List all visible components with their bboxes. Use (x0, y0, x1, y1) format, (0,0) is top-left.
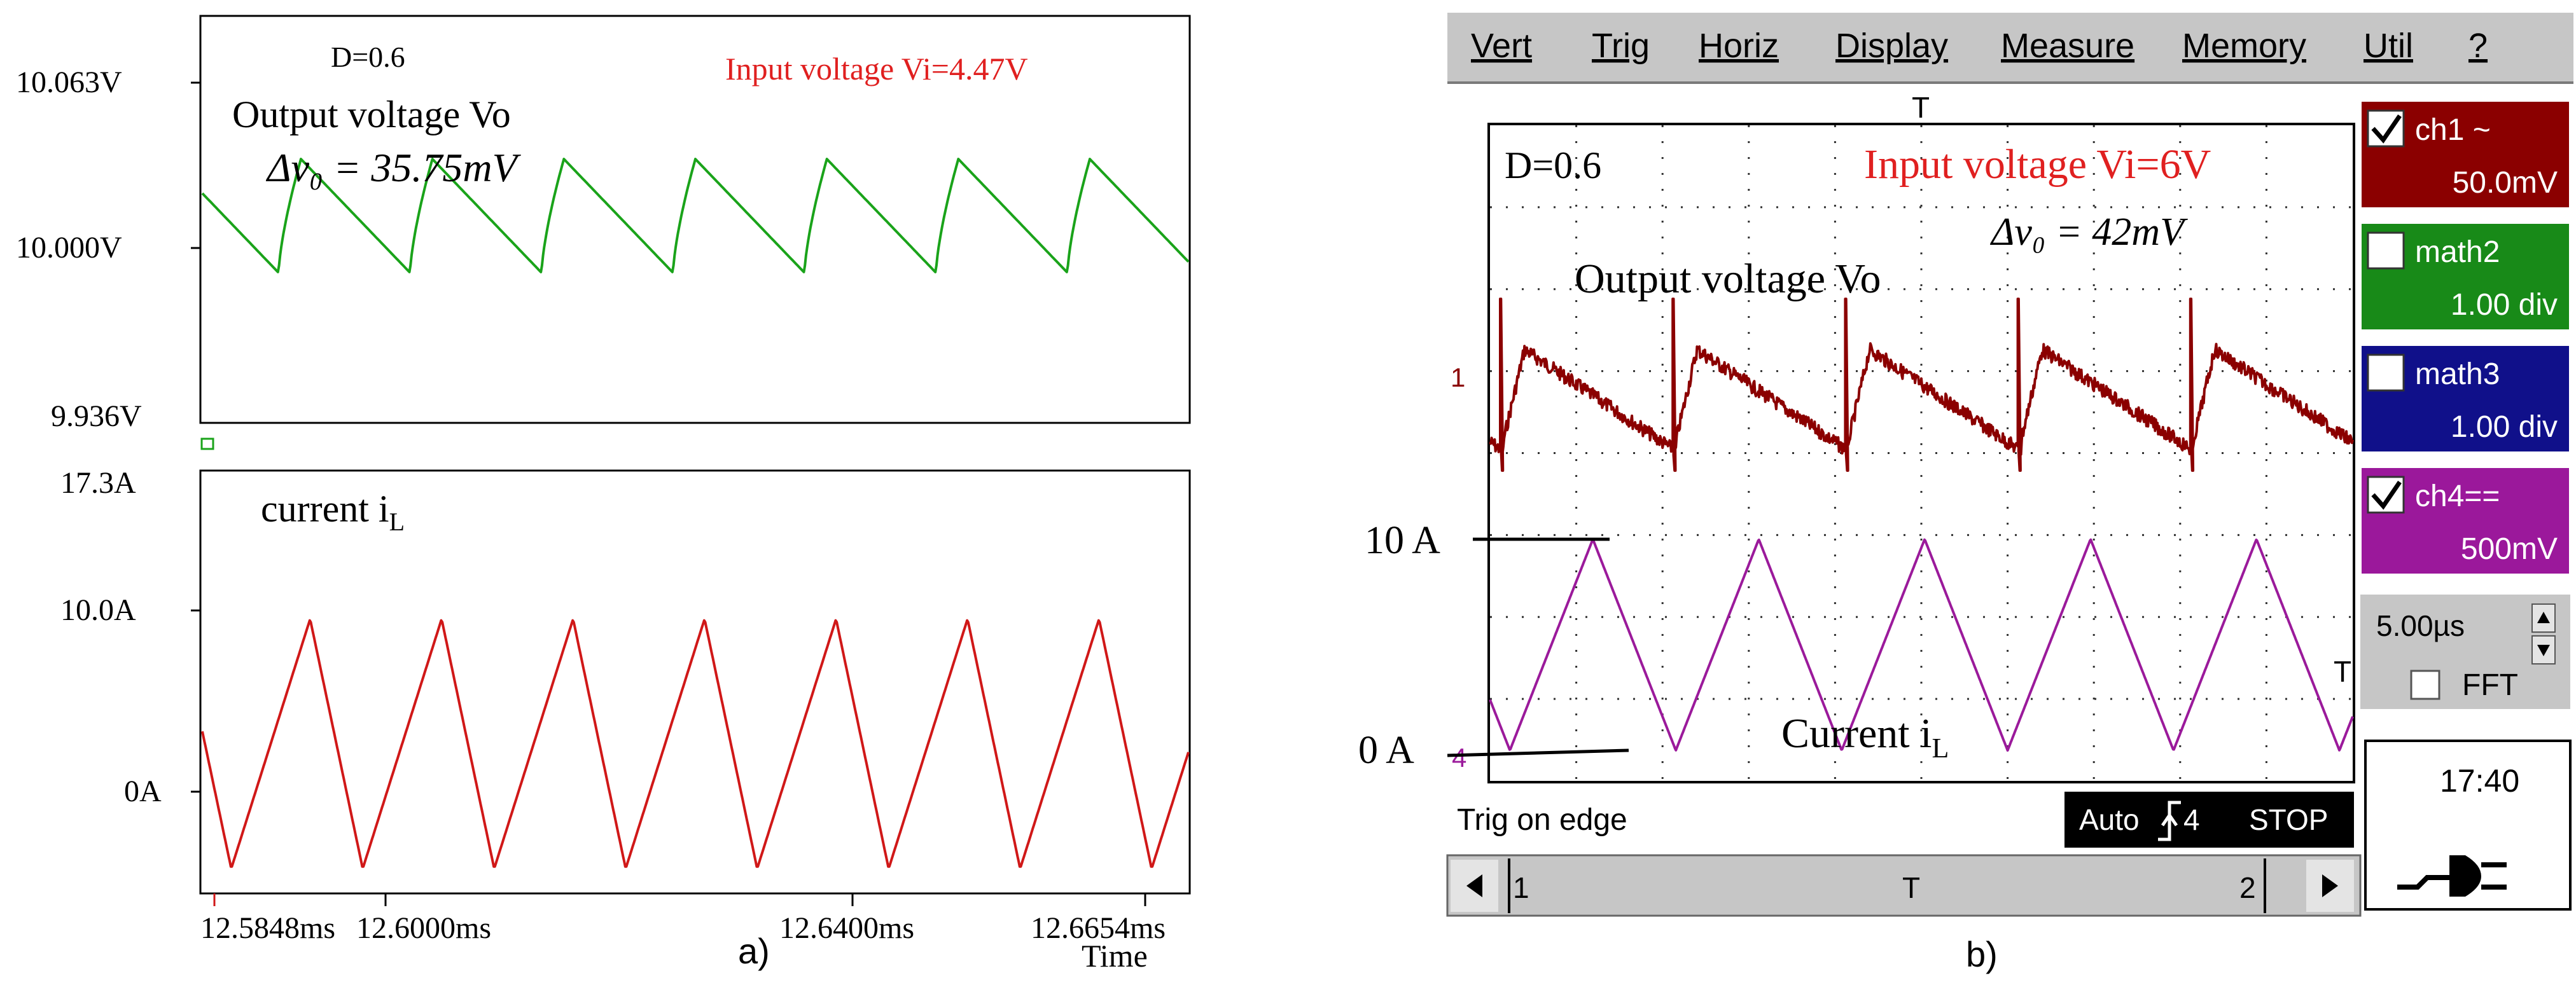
duty-label: D=0.6 (331, 41, 405, 73)
channel-button-math3[interactable]: math3 1.00 div (2359, 343, 2572, 454)
top-plot-frame (199, 15, 1191, 424)
menu-item-help[interactable]: ? (2468, 27, 2488, 65)
menu-item-measure[interactable]: Measure (2001, 27, 2134, 65)
scroll-marker-trigger: T (1902, 871, 1920, 904)
menu-item-util[interactable]: Util (2364, 27, 2413, 65)
arrow-right-icon (2322, 874, 2338, 897)
output-voltage-label: Output voltage Vo (1575, 256, 1881, 302)
x-tick-label: 12.6400ms (779, 911, 914, 945)
menu-bar (1447, 13, 2573, 83)
channel-button-ch1[interactable]: ch1 ~ 50.0mV (2359, 99, 2572, 210)
panel-caption: a) (738, 931, 770, 971)
cursor-marker (200, 437, 214, 450)
channel-name: ch1 ~ (2415, 113, 2491, 147)
scope-grid (1490, 125, 2353, 781)
y-tick-label: 10.0A (60, 593, 136, 627)
channel-checkbox[interactable] (2367, 354, 2405, 392)
trigger-position-marker: T (1912, 91, 1930, 124)
output-voltage-trace (1489, 298, 2354, 472)
clock-display: 17:40 (2440, 763, 2519, 799)
delta-vo-label: Δv₀ = 42mV (1989, 210, 2188, 254)
channel-name: ch4== (2415, 479, 2500, 513)
channel-scale: 50.0mV (2453, 166, 2558, 200)
channel-button-math2[interactable]: math2 1.00 div (2359, 221, 2572, 332)
x-tick-label: 12.6000ms (356, 911, 491, 945)
channel-button-ch4[interactable]: ch4== 500mV (2359, 465, 2572, 576)
horizontal-scrollbar[interactable] (1446, 854, 2362, 917)
power-plug-icon (2397, 855, 2507, 897)
y-tick-label: 10.063V (16, 65, 122, 99)
channel-panel: ch1 ~ 50.0mV math2 1.00 div math3 1.00 div ch4… (2359, 99, 2572, 576)
annotation-0a: 0 A (1358, 729, 1414, 772)
x-axis-label: Time (1082, 938, 1148, 974)
fft-checkbox[interactable] (2410, 670, 2440, 700)
bottom-plot-frame (199, 469, 1191, 895)
checkmark-icon (2371, 114, 2402, 144)
channel-checkbox[interactable] (2367, 231, 2405, 270)
arrow-up-icon (2537, 612, 2550, 623)
inductor-current-trace (201, 619, 1190, 868)
output-voltage-trace (201, 158, 1190, 273)
panel-b: Vert Trig Horiz Display Measure Memory U… (1358, 13, 2573, 974)
trigger-edge-icon (2158, 801, 2181, 841)
channel-scale: 1.00 div (2451, 288, 2558, 322)
annotation-0a-line (1447, 748, 1629, 757)
right-trigger-marker: T (2334, 655, 2351, 688)
status-stop: STOP (2249, 803, 2328, 836)
input-voltage-label: Input voltage Vi=4.47V (725, 51, 1028, 86)
fft-label: FFT (2462, 668, 2518, 702)
channel-scale: 500mV (2461, 532, 2558, 566)
x-tick-label: 12.5848ms (200, 911, 335, 945)
ch4-level-marker: 4 (1452, 743, 1466, 773)
timebase-value[interactable]: 5.00µs (2376, 609, 2465, 642)
y-tick-label: 0A (124, 775, 162, 808)
current-label: Current iL (1781, 710, 1949, 764)
inductor-current-trace (1489, 538, 2354, 752)
y-tick-label: 10.000V (16, 231, 122, 265)
menu-item-trig[interactable]: Trig (1592, 27, 1650, 65)
channel-scale: 1.00 div (2451, 410, 2558, 444)
arrow-down-icon (2537, 645, 2550, 656)
x-tick-label: 12.6654ms (1031, 911, 1166, 945)
channel-name: math3 (2415, 357, 2500, 391)
menu-item-horiz[interactable]: Horiz (1699, 27, 1779, 65)
trigger-mode-text: Trig on edge (1457, 803, 1627, 837)
menu-items: Vert Trig Horiz Display Measure Memory U… (1471, 27, 2488, 65)
checkmark-icon (2371, 481, 2402, 510)
scroll-marker-1: 1 (1513, 871, 1529, 904)
status-channel: 4 (2183, 803, 2200, 836)
scroll-marker-2: 2 (2239, 871, 2256, 904)
acquisition-status (2064, 792, 2354, 848)
input-voltage-label: Input voltage Vi=6V (1864, 141, 2211, 188)
menu-item-vert[interactable]: Vert (1471, 27, 1532, 65)
arrow-left-icon (1466, 874, 1482, 897)
annotation-10a: 10 A (1365, 519, 1440, 562)
menu-item-memory[interactable]: Memory (2182, 27, 2306, 65)
status-auto: Auto (2079, 803, 2140, 836)
ch1-level-marker: 1 (1451, 362, 1465, 392)
menu-item-display[interactable]: Display (1835, 27, 1948, 65)
duty-label: D=0.6 (1505, 144, 1601, 186)
output-voltage-label: Output voltage Vo (232, 93, 511, 135)
current-label: current iL (261, 488, 405, 536)
channel-name: math2 (2415, 235, 2500, 269)
panel-a: 10.063V 10.000V 9.936V D=0.6 Input volta… (16, 15, 1191, 974)
y-tick-label: 9.936V (51, 399, 142, 433)
delta-vo-label: Δv₀ = 35.75mV (265, 145, 522, 190)
y-tick-label: 17.3A (60, 466, 136, 500)
panel-caption: b) (1966, 934, 1998, 974)
